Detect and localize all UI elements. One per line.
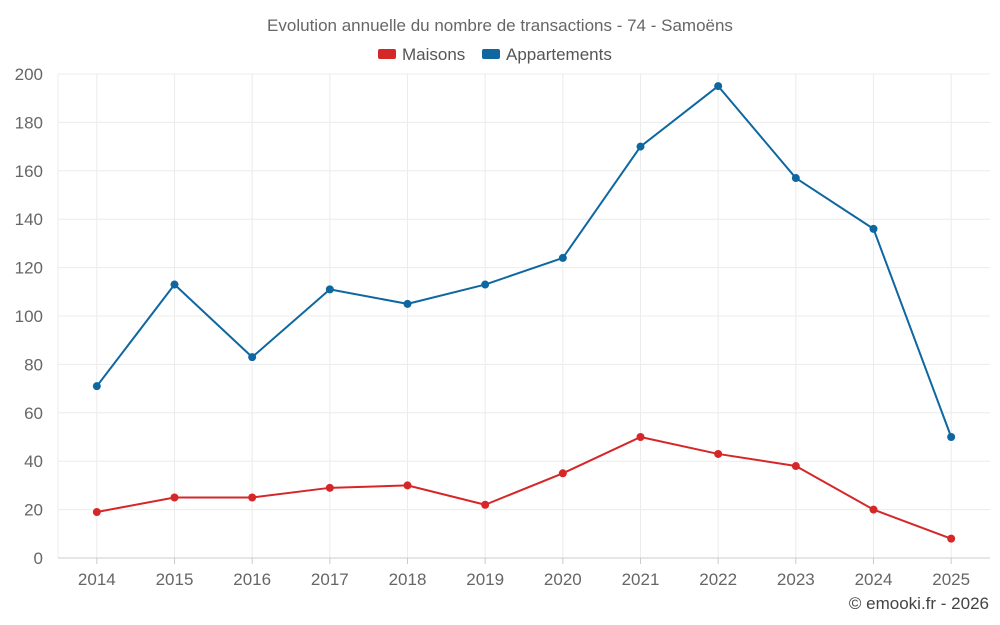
- data-point-appartements[interactable]: [92, 382, 101, 391]
- y-tick-label: 140: [15, 210, 43, 229]
- data-point-maisons[interactable]: [248, 493, 257, 502]
- series-line-appartements: [96, 85, 953, 438]
- grid: [57, 73, 990, 558]
- credit-text: © emooki.fr - 2026: [849, 594, 989, 613]
- data-point-maisons[interactable]: [947, 534, 956, 543]
- data-point-appartements[interactable]: [248, 353, 257, 362]
- data-point-appartements[interactable]: [558, 253, 567, 262]
- data-point-appartements[interactable]: [636, 142, 645, 151]
- x-tick-label: 2024: [855, 570, 893, 589]
- y-tick-label: 100: [15, 307, 43, 326]
- chart-title: Evolution annuelle du nombre de transact…: [267, 16, 733, 35]
- legend-swatch-maisons: [378, 49, 396, 59]
- data-point-maisons[interactable]: [481, 500, 490, 509]
- data-point-maisons[interactable]: [714, 449, 723, 458]
- data-point-appartements[interactable]: [403, 299, 412, 308]
- data-point-maisons[interactable]: [403, 481, 412, 490]
- x-tick-label: 2025: [932, 570, 970, 589]
- x-tick-label: 2022: [699, 570, 737, 589]
- x-tick-label: 2018: [389, 570, 427, 589]
- series-line-maisons: [96, 436, 952, 540]
- data-point-appartements[interactable]: [481, 280, 490, 289]
- data-point-appartements[interactable]: [791, 174, 800, 183]
- data-point-maisons[interactable]: [325, 483, 334, 492]
- data-point-appartements[interactable]: [325, 285, 334, 294]
- y-tick-label: 60: [24, 404, 43, 423]
- y-tick-label: 80: [24, 355, 43, 374]
- data-point-appartements[interactable]: [947, 433, 956, 441]
- legend-label-appartements[interactable]: Appartements: [506, 45, 612, 64]
- x-tick-label: 2020: [544, 570, 582, 589]
- y-tick-label: 120: [15, 259, 43, 278]
- y-tick-label: 0: [34, 549, 43, 568]
- data-point-appartements[interactable]: [170, 280, 179, 289]
- y-tick-label: 40: [24, 452, 43, 471]
- data-point-appartements[interactable]: [714, 82, 723, 91]
- y-tick-label: 200: [15, 65, 43, 84]
- data-point-maisons[interactable]: [92, 508, 101, 517]
- y-tick-label: 160: [15, 162, 43, 181]
- data-point-maisons[interactable]: [791, 462, 800, 471]
- axes: 0 20 40 60 80 100 120 140 160 180 200 2014 2015 2016 2…: [15, 65, 990, 589]
- data-point-maisons[interactable]: [170, 493, 179, 502]
- x-tick-label: 2019: [466, 570, 504, 589]
- x-tick-label: 2015: [156, 570, 194, 589]
- x-tick-label: 2021: [622, 570, 660, 589]
- data-point-appartements[interactable]: [869, 224, 878, 233]
- legend-swatch-appartements: [482, 49, 500, 59]
- data-point-maisons[interactable]: [636, 433, 645, 441]
- data-point-maisons[interactable]: [558, 469, 567, 478]
- y-tick-label: 180: [15, 113, 43, 132]
- series: [92, 82, 956, 543]
- legend-label-maisons[interactable]: Maisons: [402, 45, 465, 64]
- x-tick-label: 2017: [311, 570, 349, 589]
- x-tick-label: 2023: [777, 570, 815, 589]
- data-point-maisons[interactable]: [869, 505, 878, 514]
- legend: Maisons Appartements: [378, 45, 612, 64]
- x-tick-label: 2014: [78, 570, 116, 589]
- x-tick-label: 2016: [233, 570, 271, 589]
- y-tick-label: 20: [24, 501, 43, 520]
